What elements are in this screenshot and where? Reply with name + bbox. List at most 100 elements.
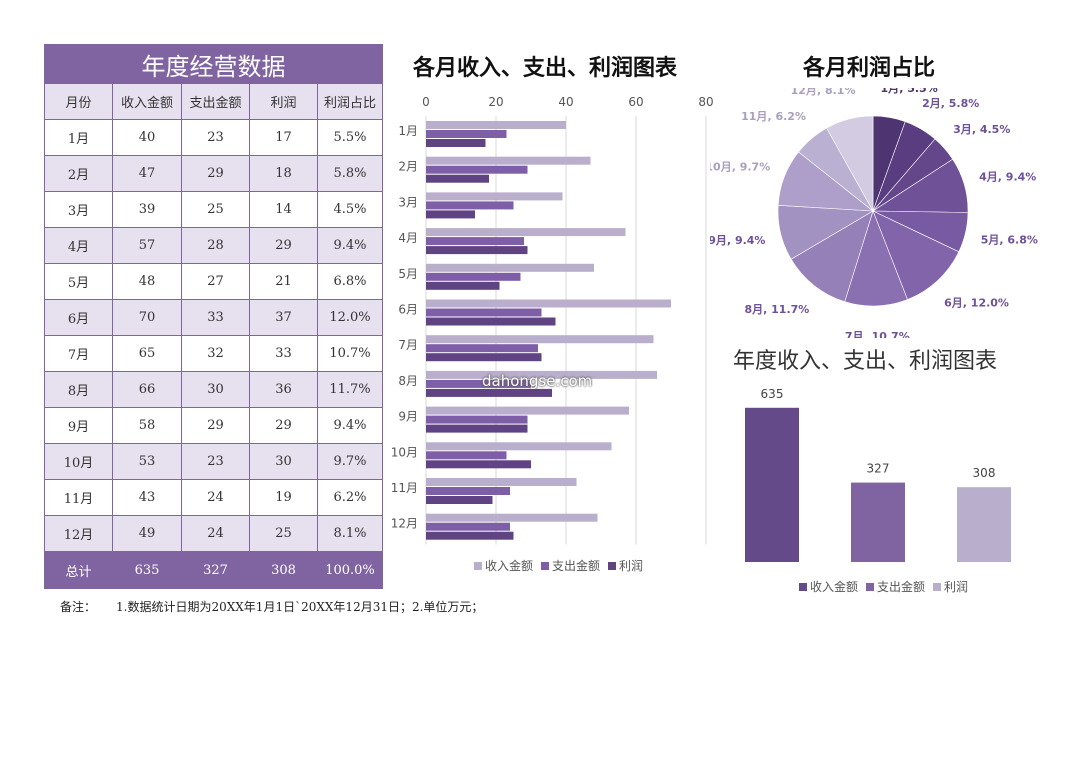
bar-1 (426, 415, 528, 424)
pie-label-name: 8月 (744, 303, 763, 316)
header-expense: 支出金额 (181, 83, 250, 120)
cell-ratio: 8.1% (317, 515, 383, 552)
cell-expense: 24 (181, 515, 250, 552)
x-tick-label: 80 (698, 95, 713, 109)
bar-1 (426, 451, 507, 460)
cell-profit: 17 (249, 119, 318, 156)
legend-label: 收入金额 (810, 579, 858, 594)
table-row: 4月 57 28 29 9.4% (44, 227, 383, 264)
cell-income: 49 (112, 515, 182, 552)
bar-2 (426, 210, 475, 219)
note-label: 备注： (60, 600, 97, 614)
annual-bar (745, 407, 799, 562)
legend-label: 支出金额 (552, 558, 600, 573)
note-text: 1.数据统计日期为20XX年1月1日`20XX年12月31日；2.单位万元； (116, 600, 484, 614)
header-profit-ratio: 利润占比 (317, 83, 383, 120)
pie-label: 11月, 6.2% (741, 110, 806, 123)
total-expense: 327 (181, 551, 250, 589)
pie-label-value: 9.4% (1006, 170, 1037, 183)
table-row: 3月 39 25 14 4.5% (44, 191, 383, 228)
annual-data-table-wrap: 年度经营数据 月份 收入金额 支出金额 利润 利润占比 1月 40 23 17 5.5%… (44, 44, 383, 589)
annual-bar-value: 635 (761, 387, 784, 401)
monthly-bar-chart-title: 各月收入、支出、利润图表 (413, 56, 678, 81)
y-tick-label: 3月 (398, 195, 418, 209)
x-tick-label: 0 (422, 95, 430, 109)
x-tick-label: 60 (628, 95, 643, 109)
pie-label: 10月, 9.7% (710, 160, 770, 173)
pie-label-sep: , (963, 297, 971, 310)
cell-profit: 25 (249, 515, 318, 552)
cell-profit: 37 (249, 299, 318, 336)
cell-profit: 19 (249, 479, 318, 516)
cell-month: 1月 (44, 119, 113, 156)
cell-income: 66 (112, 371, 182, 408)
pie-label-value: 6.8% (1007, 233, 1038, 246)
table-row: 5月 48 27 21 6.8% (44, 263, 383, 300)
pie-label-sep: , (817, 88, 825, 97)
cell-ratio: 5.5% (317, 119, 383, 156)
total-ratio: 100.0% (317, 551, 383, 589)
cell-profit: 21 (249, 263, 318, 300)
header-profit: 利润 (249, 83, 318, 120)
bar-2 (426, 174, 489, 183)
cell-month: 11月 (44, 479, 113, 516)
bar-2 (426, 139, 486, 147)
cell-month: 5月 (44, 263, 113, 300)
cell-ratio: 9.7% (317, 443, 383, 480)
cell-month: 8月 (44, 371, 113, 408)
cell-income: 43 (112, 479, 182, 516)
cell-ratio: 4.5% (317, 191, 383, 228)
y-tick-label: 11月 (391, 481, 418, 495)
y-tick-label: 8月 (398, 374, 418, 388)
legend-label: 利润 (944, 580, 968, 594)
bar-2 (426, 424, 528, 433)
x-tick-label: 40 (558, 95, 573, 109)
cell-profit: 30 (249, 443, 318, 480)
cell-income: 57 (112, 227, 182, 264)
cell-expense: 23 (181, 443, 250, 480)
header-income: 收入金额 (112, 83, 182, 120)
cell-income: 40 (112, 119, 182, 156)
cell-expense: 32 (181, 335, 250, 372)
table-title: 年度经营数据 (44, 44, 383, 84)
pie-slice (826, 115, 874, 213)
pie-label-value: 5.8% (949, 97, 980, 110)
table-row: 8月 66 30 36 11.7% (44, 371, 383, 408)
pie-label-sep: , (732, 160, 740, 173)
pie-label-sep: , (999, 233, 1007, 246)
cell-month: 3月 (44, 191, 113, 228)
annual-bar (851, 482, 905, 562)
pie-label-name: 10月 (710, 160, 732, 173)
legend-label: 收入金额 (485, 558, 533, 573)
annual-data-table: 年度经营数据 月份 收入金额 支出金额 利润 利润占比 1月 40 23 17 5.5%… (44, 44, 383, 589)
cell-month: 10月 (44, 443, 113, 480)
table-row: 1月 40 23 17 5.5% (44, 119, 383, 156)
bar-0 (426, 442, 612, 451)
bar-2 (426, 353, 542, 362)
legend-label: 利润 (619, 559, 643, 573)
table-row: 12月 49 24 25 8.1% (44, 515, 383, 552)
cell-expense: 27 (181, 263, 250, 300)
cell-expense: 23 (181, 119, 250, 156)
pie-label-name: 12月 (791, 88, 817, 97)
pie-slice (872, 210, 960, 300)
pie-label-sep: , (972, 123, 980, 136)
y-tick-label: 5月 (398, 267, 418, 281)
total-income: 635 (112, 551, 182, 589)
annual-bar-value: 308 (973, 466, 996, 480)
legend-swatch (474, 562, 482, 570)
bar-1 (426, 487, 510, 495)
pie-label: 2月, 5.8% (922, 97, 979, 110)
cell-month: 2月 (44, 155, 113, 192)
cell-profit: 14 (249, 191, 318, 228)
pie-label-value: 9.7% (740, 160, 771, 173)
bar-2 (426, 317, 556, 326)
cell-ratio: 9.4% (317, 407, 383, 444)
pie-label-sep: , (941, 97, 949, 110)
y-tick-label: 7月 (398, 338, 418, 352)
pie-label: 1月, 5.5% (881, 88, 938, 95)
table-row: 9月 58 29 29 9.4% (44, 407, 383, 444)
cell-profit: 18 (249, 155, 318, 192)
pie-label-value: 6.2% (775, 110, 806, 123)
note: 备注： 1.数据统计日期为20XX年1月1日`20XX年12月31日；2.单位万元… (60, 598, 483, 615)
